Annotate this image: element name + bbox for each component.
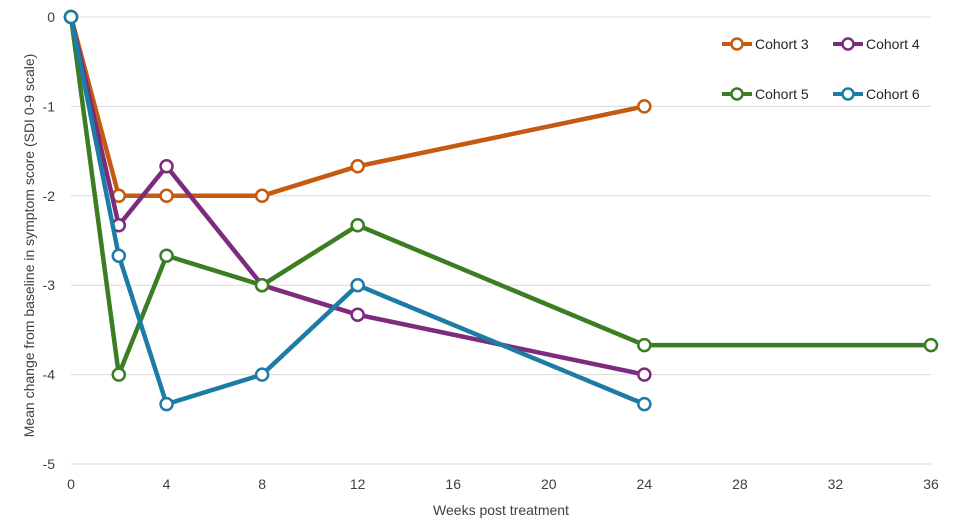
data-point xyxy=(637,337,652,353)
legend-item: Cohort 5 xyxy=(722,86,809,102)
data-point xyxy=(159,248,174,263)
data-point xyxy=(254,367,270,382)
x-tick-label: 8 xyxy=(258,476,266,492)
data-point xyxy=(637,367,652,382)
legend-label: Cohort 6 xyxy=(866,86,920,102)
legend-swatch-marker xyxy=(730,37,744,51)
data-point xyxy=(637,99,652,114)
legend-swatch-marker xyxy=(841,87,855,101)
gridlines xyxy=(71,16,931,465)
data-point xyxy=(923,337,939,353)
y-axis-title: Mean change from baseline in symptom sco… xyxy=(21,54,37,438)
data-point xyxy=(159,188,174,204)
data-point xyxy=(111,248,127,263)
y-tick-label: -2 xyxy=(43,188,56,204)
y-tick-label: -1 xyxy=(43,98,56,114)
x-tick-label: 36 xyxy=(923,476,939,492)
y-axis-ticks: 0 -1 -2 -3 -4 -5 xyxy=(43,9,56,472)
series-line xyxy=(68,14,647,377)
data-point xyxy=(350,159,365,174)
legend: Cohort 3 Cohort 4 Cohort 5 Cohort 6 xyxy=(722,36,920,102)
legend-label: Cohort 5 xyxy=(755,86,809,102)
legend-item: Cohort 4 xyxy=(833,36,920,52)
x-tick-label: 24 xyxy=(637,476,653,492)
x-tick-label: 0 xyxy=(67,476,75,492)
x-tick-label: 12 xyxy=(350,476,366,492)
legend-swatch-marker xyxy=(841,37,855,51)
legend-label: Cohort 4 xyxy=(866,36,920,52)
x-tick-label: 16 xyxy=(445,476,461,492)
data-point xyxy=(350,218,365,233)
data-point xyxy=(637,396,652,412)
legend-label: Cohort 3 xyxy=(755,36,809,52)
series-line xyxy=(68,14,647,407)
series-group xyxy=(63,9,939,412)
y-tick-label: 0 xyxy=(47,9,55,25)
series-line xyxy=(68,14,647,199)
series-cohort-3 xyxy=(63,9,652,204)
data-point xyxy=(350,277,365,293)
legend-item: Cohort 6 xyxy=(833,86,920,102)
x-tick-label: 20 xyxy=(541,476,557,492)
data-point xyxy=(254,188,270,204)
y-tick-label: -4 xyxy=(43,367,56,383)
x-tick-label: 32 xyxy=(828,476,844,492)
y-tick-label: -3 xyxy=(43,277,56,293)
legend-swatch-marker xyxy=(730,87,744,101)
data-point xyxy=(159,396,174,412)
series-cohort-6 xyxy=(63,9,652,412)
data-point xyxy=(111,367,127,382)
data-point xyxy=(63,9,79,25)
x-tick-label: 4 xyxy=(163,476,171,492)
x-axis-ticks: 0 4 8 12 16 20 24 28 32 36 xyxy=(67,476,939,492)
x-tick-label: 28 xyxy=(732,476,748,492)
data-point xyxy=(159,159,174,174)
x-axis-title: Weeks post treatment xyxy=(433,502,569,518)
data-point xyxy=(254,277,270,293)
data-point xyxy=(350,307,365,322)
y-tick-label: -5 xyxy=(43,456,56,472)
legend-item: Cohort 3 xyxy=(722,36,809,52)
